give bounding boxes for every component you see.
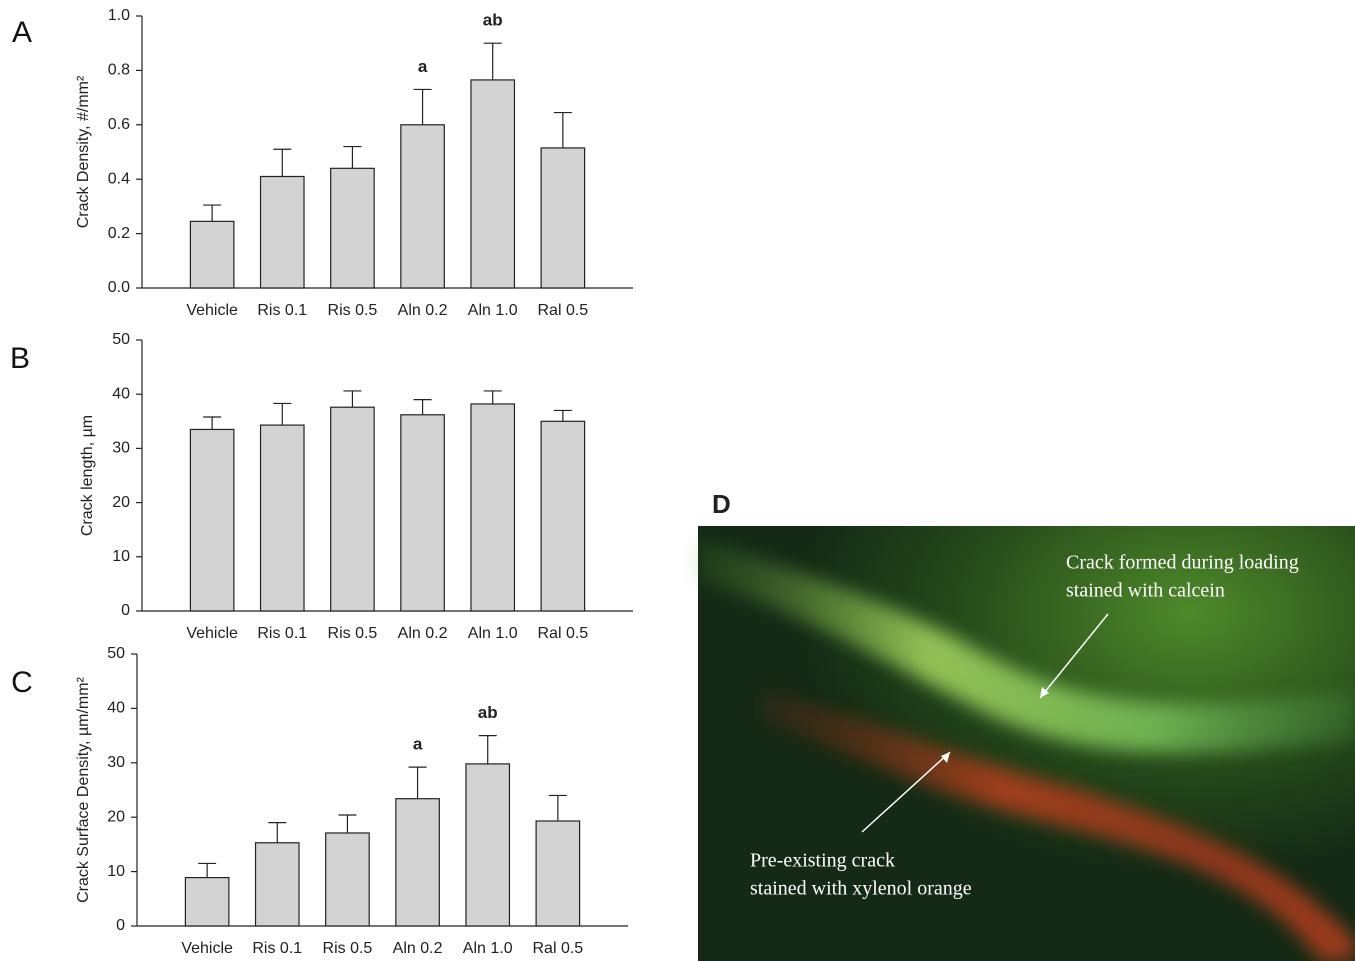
bar bbox=[470, 79, 516, 289]
y-tick-label: 0.4 bbox=[108, 170, 130, 187]
bar bbox=[535, 820, 581, 927]
x-tick-label: Aln 1.0 bbox=[468, 625, 518, 642]
bar bbox=[330, 406, 375, 612]
bar bbox=[189, 428, 235, 612]
annotation: Crack formed during loading bbox=[1066, 552, 1299, 574]
x-tick-label: Ris 0.1 bbox=[252, 940, 302, 957]
x-tick-label: Ral 0.5 bbox=[533, 940, 584, 957]
x-tick-label: Aln 1.0 bbox=[468, 302, 518, 319]
x-tick-label: Aln 0.2 bbox=[398, 302, 448, 319]
y-tick-label: 0 bbox=[121, 602, 130, 619]
annotation: stained with calcein bbox=[1066, 580, 1225, 602]
x-tick-label: Ris 0.1 bbox=[257, 625, 307, 642]
y-tick-label: 0.2 bbox=[108, 225, 130, 242]
bar bbox=[540, 147, 586, 289]
panel-label: D bbox=[712, 489, 731, 519]
bar bbox=[189, 220, 235, 289]
significance-label: ab bbox=[483, 11, 503, 30]
y-axis-label: Crack Density, #/mm² bbox=[75, 75, 92, 228]
x-tick-label: Vehicle bbox=[186, 302, 238, 319]
y-tick-label: 30 bbox=[107, 754, 125, 771]
bar bbox=[465, 763, 511, 927]
x-tick-label: Aln 0.2 bbox=[398, 625, 448, 642]
y-tick-label: 50 bbox=[107, 645, 125, 662]
x-tick-label: Ral 0.5 bbox=[538, 302, 589, 319]
bar bbox=[259, 424, 305, 612]
y-tick-label: 0.8 bbox=[108, 62, 130, 79]
y-tick-label: 40 bbox=[112, 385, 130, 402]
bar bbox=[540, 420, 586, 612]
bar bbox=[470, 403, 516, 612]
x-tick-label: Vehicle bbox=[186, 625, 238, 642]
bar bbox=[400, 124, 445, 289]
x-tick-label: Ris 0.5 bbox=[328, 625, 378, 642]
y-tick-label: 50 bbox=[112, 331, 130, 348]
bar bbox=[395, 798, 440, 927]
bar bbox=[254, 842, 300, 927]
bar bbox=[184, 876, 230, 927]
annotation: Pre-existing crack bbox=[750, 850, 895, 872]
y-axis-label: Crack Surface Density, µm/mm² bbox=[75, 676, 92, 903]
bar bbox=[330, 167, 375, 289]
x-tick-label: Ral 0.5 bbox=[538, 625, 589, 642]
x-tick-label: Vehicle bbox=[181, 940, 233, 957]
x-tick-label: Aln 1.0 bbox=[463, 940, 513, 957]
x-tick-label: Aln 0.2 bbox=[393, 940, 443, 957]
y-tick-label: 20 bbox=[112, 494, 130, 511]
panel-label: C bbox=[11, 666, 33, 699]
y-tick-label: 0.6 bbox=[108, 116, 130, 133]
x-tick-label: Ris 0.5 bbox=[328, 302, 378, 319]
y-tick-label: 10 bbox=[107, 863, 125, 880]
bar bbox=[259, 175, 305, 289]
y-tick-label: 0 bbox=[116, 917, 125, 934]
y-tick-label: 40 bbox=[107, 700, 125, 717]
y-tick-label: 1.0 bbox=[108, 7, 130, 24]
bar bbox=[325, 832, 370, 927]
x-tick-label: Ris 0.5 bbox=[323, 940, 373, 957]
bar bbox=[400, 414, 445, 612]
significance-label: a bbox=[418, 57, 428, 76]
y-tick-label: 0.0 bbox=[108, 279, 130, 296]
y-tick-label: 20 bbox=[107, 808, 125, 825]
significance-label: a bbox=[413, 735, 423, 754]
y-axis-label: Crack length, µm bbox=[79, 415, 96, 536]
y-tick-label: 30 bbox=[112, 440, 130, 457]
micrograph bbox=[698, 526, 1355, 961]
x-tick-label: Ris 0.1 bbox=[257, 302, 307, 319]
panel-label: B bbox=[10, 342, 30, 375]
y-tick-label: 10 bbox=[112, 548, 130, 565]
annotation: stained with xylenol orange bbox=[750, 878, 972, 900]
panel-label: A bbox=[12, 16, 32, 49]
significance-label: ab bbox=[478, 703, 498, 722]
